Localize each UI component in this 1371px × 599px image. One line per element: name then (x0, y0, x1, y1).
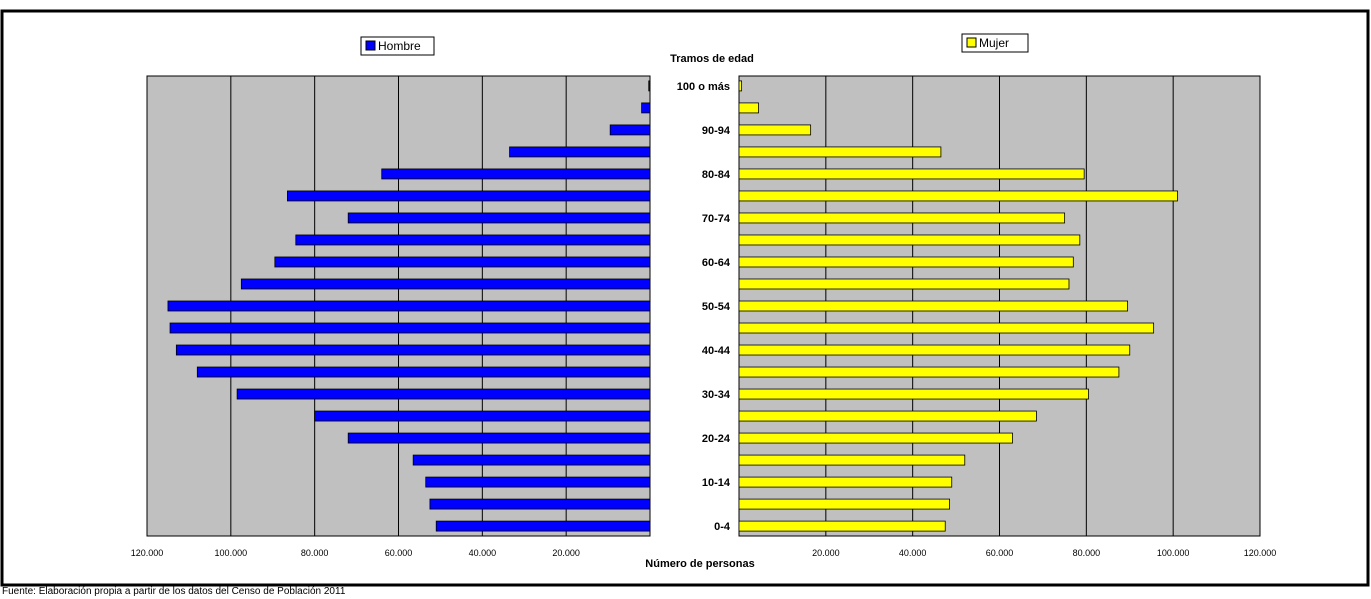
age-group-label: 40-44 (702, 345, 731, 357)
left-x-tick-label: 100.000 (215, 548, 248, 558)
left-x-tick-label: 20.000 (552, 548, 580, 558)
age-group-label: 20-24 (702, 433, 731, 445)
mujer-bar-45-49 (738, 322, 1155, 334)
age-group-labels: 0-4 10-14 20-24 30-34 40-44 50-54 60-64 70-74 80… (677, 81, 731, 533)
hombre-bar-75-79 (287, 190, 651, 202)
age-group-label: 80-84 (702, 169, 731, 181)
hombre-bar-30-34 (236, 388, 651, 400)
hombre-bar-100-o-más (648, 80, 651, 92)
mujer-bar-20-24 (738, 432, 1013, 444)
hombre-bar-60-64 (274, 256, 651, 268)
age-group-label: 50-54 (702, 301, 731, 313)
hombre-bar-5-9 (429, 498, 651, 510)
hombre-bar-10-14 (425, 476, 651, 488)
mujer-bar-55-59 (738, 278, 1070, 290)
hombre-bar-80-84 (381, 168, 651, 180)
right-x-tick-labels: 20.000 40.000 60.000 80.000 100.000 120.000 (812, 548, 1276, 558)
hombre-bar-65-69 (295, 234, 651, 246)
hombre-bar-50-54 (167, 300, 651, 312)
left-x-tick-label: 60.000 (385, 548, 413, 558)
mujer-bars (738, 80, 1178, 532)
mujer-bar-35-39 (738, 366, 1120, 378)
right-x-tick-label: 100.000 (1157, 548, 1190, 558)
mujer-bar-15-19 (738, 454, 966, 466)
right-x-tick-label: 60.000 (986, 548, 1014, 558)
mujer-bar-5-9 (738, 498, 950, 510)
y-axis-title: Tramos de edad (670, 53, 754, 65)
hombre-bar-20-24 (347, 432, 651, 444)
age-group-label: 100 o más (677, 81, 730, 93)
hombre-bar-35-39 (196, 366, 651, 378)
right-x-tick-label: 80.000 (1073, 548, 1101, 558)
hombre-bar-0-4 (435, 520, 651, 532)
age-group-label: 60-64 (702, 257, 731, 269)
x-axis-title: Número de personas (645, 558, 754, 570)
mujer-bar-80-84 (738, 168, 1085, 180)
mujer-bar-10-14 (738, 476, 953, 488)
hombre-bars (167, 80, 651, 532)
age-group-label: 10-14 (702, 477, 731, 489)
age-group-label: 30-34 (702, 389, 731, 401)
hombre-bar-25-29 (314, 410, 651, 422)
legend-mujer-swatch (966, 37, 977, 48)
hombre-bar-70-74 (347, 212, 651, 224)
mujer-bar-100-o-más (738, 80, 743, 92)
legend-mujer-label: Mujer (979, 36, 1009, 50)
legend-mujer: Mujer (961, 33, 1029, 53)
mujer-bar-65-69 (738, 234, 1081, 246)
right-x-tick-label: 20.000 (812, 548, 840, 558)
mujer-bar-60-64 (738, 256, 1074, 268)
hombre-bar-85-89 (509, 146, 651, 158)
legend-hombre: Hombre (360, 36, 435, 56)
source-note: Fuente: Elaboración propia a partir de l… (2, 586, 346, 597)
legend-hombre-swatch (365, 40, 376, 51)
mujer-bar-95-99 (738, 102, 759, 114)
right-x-tick-label: 40.000 (899, 548, 927, 558)
left-x-tick-labels: 120.000 100.000 80.000 60.000 40.000 20.000 (131, 548, 580, 558)
hombre-bar-45-49 (169, 322, 651, 334)
hombre-bar-90-94 (609, 124, 651, 136)
hombre-bar-15-19 (412, 454, 651, 466)
hombre-bar-95-99 (641, 102, 651, 114)
mujer-bar-30-34 (738, 388, 1089, 400)
mujer-bar-50-54 (738, 300, 1128, 312)
age-group-label: 90-94 (702, 125, 731, 137)
age-group-label: 70-74 (702, 213, 731, 225)
mujer-bar-0-4 (738, 520, 946, 532)
left-x-tick-label: 80.000 (301, 548, 329, 558)
right-x-tick-label: 120.000 (1244, 548, 1277, 558)
mujer-bar-25-29 (738, 410, 1037, 422)
hombre-bar-55-59 (240, 278, 651, 290)
hombre-bar-40-44 (175, 344, 651, 356)
mujer-bar-85-89 (738, 146, 942, 158)
legend-mujer-box (961, 33, 1029, 53)
age-group-label: 0-4 (714, 521, 731, 533)
legend-hombre-label: Hombre (378, 39, 421, 53)
legend-hombre-box (360, 36, 435, 56)
mujer-bar-70-74 (738, 212, 1066, 224)
left-x-tick-label: 40.000 (469, 548, 497, 558)
mujer-bar-90-94 (738, 124, 812, 136)
mujer-bar-75-79 (738, 190, 1178, 202)
mujer-bar-40-44 (738, 344, 1131, 356)
left-x-tick-label: 120.000 (131, 548, 164, 558)
